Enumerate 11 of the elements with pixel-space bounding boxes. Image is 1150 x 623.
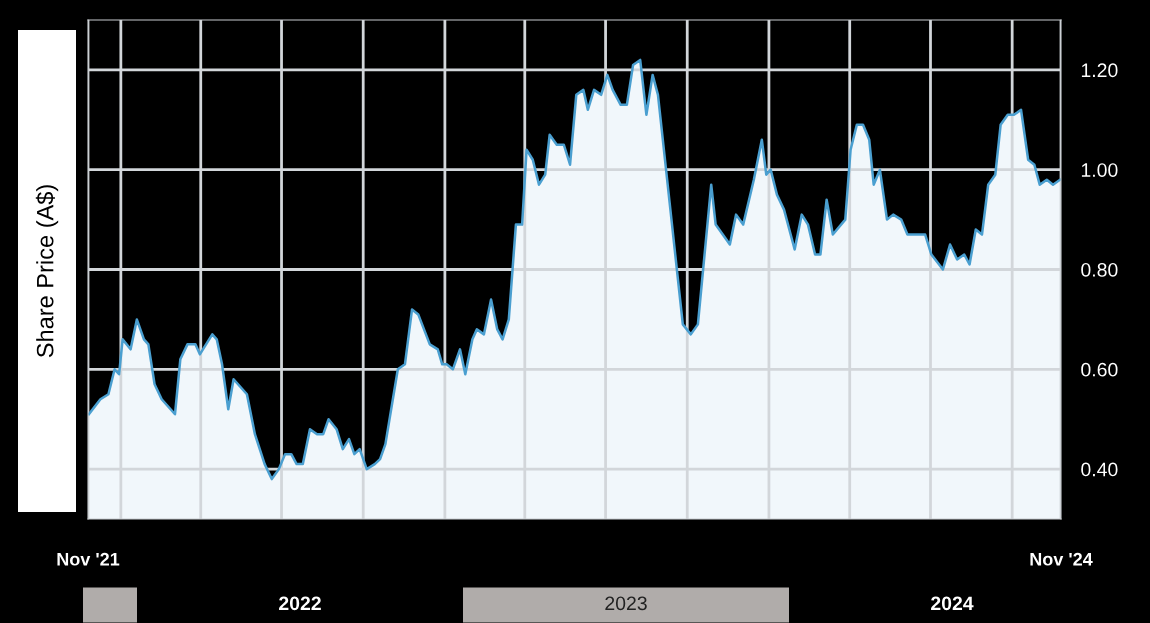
text: 2023 — [605, 596, 647, 611]
y-tick-label: 0.80 — [1081, 262, 1118, 277]
y-tick-label: 0.60 — [1081, 362, 1118, 377]
x-tick-label: Nov '24 — [1030, 552, 1093, 566]
y-tick-label: 0.40 — [1081, 462, 1118, 477]
y-tick-label: 1.20 — [1081, 63, 1118, 78]
text: 2022 — [279, 596, 321, 611]
y-axis-title: Share Price (A$) — [35, 185, 59, 358]
text: 2024 — [931, 596, 974, 611]
x-tick-label: Nov '21 — [57, 552, 120, 566]
y-tick-label: 1.00 — [1081, 163, 1118, 177]
